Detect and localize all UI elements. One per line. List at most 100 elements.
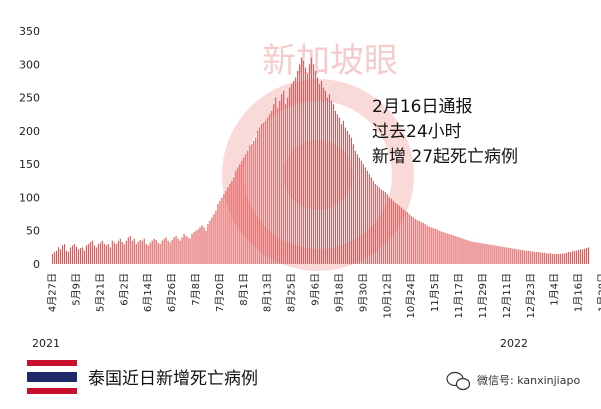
bar: [167, 240, 169, 264]
bar: [446, 233, 448, 264]
bar: [332, 104, 335, 264]
bar: [482, 243, 484, 264]
bar: [464, 239, 466, 264]
bar: [87, 244, 89, 264]
bar: [277, 107, 279, 264]
bar: [223, 194, 225, 264]
bar: [203, 227, 205, 264]
bar: [554, 254, 556, 264]
bar: [93, 245, 95, 264]
bar: [313, 64, 315, 264]
bar: [496, 246, 498, 264]
bar: [105, 245, 107, 264]
y-tick-label: 200: [19, 125, 40, 138]
x-tick-label: 6月26日: [166, 273, 178, 312]
bar: [342, 120, 345, 265]
bar: [305, 67, 307, 264]
bar: [562, 253, 564, 264]
bar: [494, 245, 496, 264]
bar: [291, 84, 293, 264]
bar: [117, 240, 119, 264]
bar: [524, 250, 526, 264]
bar: [63, 244, 66, 264]
wechat-account-text: 微信号: kanxinjiapo: [477, 373, 580, 387]
bar: [486, 244, 488, 264]
bar: [532, 251, 534, 264]
bar: [516, 249, 518, 264]
bar: [474, 242, 476, 264]
bar: [155, 240, 157, 264]
bar: [390, 198, 392, 264]
bar: [438, 230, 440, 264]
bar: [408, 214, 410, 264]
bar: [530, 251, 532, 264]
bar: [576, 250, 578, 264]
bar: [65, 250, 68, 264]
bar: [372, 180, 374, 264]
bar: [328, 94, 331, 265]
bar: [71, 245, 74, 264]
bar: [366, 170, 368, 264]
bar: [490, 244, 492, 264]
bar: [426, 225, 428, 264]
bar: [175, 236, 177, 264]
y-tick-label: 150: [19, 158, 40, 171]
bar: [77, 249, 79, 264]
bar: [488, 244, 490, 264]
bar: [201, 225, 203, 264]
bar: [73, 244, 76, 264]
bar: [370, 177, 372, 264]
bar: [159, 244, 161, 264]
bar: [502, 246, 504, 264]
bar: [183, 234, 185, 264]
bar: [225, 190, 227, 264]
bar: [311, 57, 313, 264]
bar: [165, 237, 167, 264]
bar: [584, 248, 586, 264]
bar: [281, 94, 283, 265]
bar: [275, 97, 277, 264]
bar: [179, 240, 181, 264]
bar: [143, 238, 145, 264]
bar: [448, 234, 450, 264]
bar: [135, 244, 137, 264]
bar: [315, 70, 317, 264]
bar: [169, 242, 171, 264]
bar: [173, 237, 175, 264]
bar: [454, 236, 456, 264]
chart-caption: 泰国近日新增死亡病例: [88, 369, 258, 389]
bar: [456, 236, 458, 264]
x-tick-label: 9月18日: [333, 273, 345, 312]
bar: [436, 229, 438, 264]
bar: [237, 167, 239, 264]
bar: [293, 80, 295, 265]
bar: [259, 127, 261, 264]
bar: [197, 229, 199, 264]
bar: [303, 60, 305, 265]
annotation-line-3: 新增 27起死亡病例: [372, 147, 518, 167]
x-tick-label: 12月11日: [501, 273, 513, 318]
x-tick-label: 9月6日: [310, 273, 322, 306]
bar: [245, 154, 247, 264]
bar: [362, 164, 364, 264]
bar: [221, 197, 223, 264]
bar: [103, 244, 105, 264]
x-tick-label: 5月21日: [94, 273, 106, 312]
x-tick-label: 6月14日: [142, 273, 154, 312]
bar: [191, 234, 193, 264]
bar: [476, 242, 478, 264]
bar: [506, 247, 508, 264]
bar: [322, 87, 325, 264]
bar: [434, 228, 436, 264]
bar: [568, 252, 570, 264]
y-tick-label: 350: [19, 25, 40, 38]
year-label-2022: 2022: [500, 337, 528, 350]
bar: [67, 252, 70, 264]
bar: [181, 237, 183, 264]
bar: [253, 140, 255, 264]
bar: [295, 77, 297, 264]
bar: [368, 174, 370, 264]
bar: [400, 207, 402, 264]
bar: [101, 240, 103, 264]
